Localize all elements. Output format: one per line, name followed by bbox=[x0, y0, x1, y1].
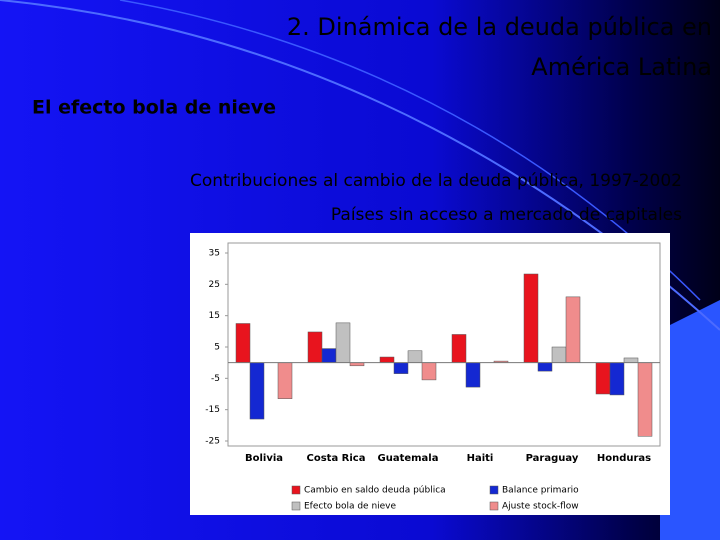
slide-subtitle: El efecto bola de nieve bbox=[32, 97, 276, 119]
bar bbox=[407, 350, 423, 363]
legend-swatch bbox=[291, 501, 301, 511]
legend-swatch bbox=[489, 501, 499, 511]
bar bbox=[465, 362, 481, 388]
y-tick-label: 35 bbox=[209, 249, 220, 259]
bar bbox=[421, 362, 437, 381]
plot-frame bbox=[227, 242, 661, 447]
x-tick-label: Guatemala bbox=[378, 453, 439, 464]
y-tick-label: 5 bbox=[214, 343, 220, 353]
bar bbox=[235, 323, 251, 363]
y-tick-label: -25 bbox=[205, 437, 220, 447]
bar bbox=[307, 331, 323, 363]
y-tick-label: -5 bbox=[211, 374, 220, 384]
x-tick-label: Bolivia bbox=[245, 453, 283, 464]
legend-label: Balance primario bbox=[502, 486, 579, 496]
bar bbox=[609, 362, 625, 396]
legend-label: Ajuste stock-flow bbox=[502, 502, 579, 512]
bar bbox=[451, 334, 467, 363]
bar bbox=[537, 362, 553, 372]
bar bbox=[551, 346, 567, 363]
x-tick-label: Costa Rica bbox=[307, 453, 366, 464]
x-tick-label: Haiti bbox=[467, 453, 494, 464]
y-tick-label: 25 bbox=[209, 280, 220, 290]
bar bbox=[335, 322, 351, 363]
legend-swatch bbox=[489, 485, 499, 495]
chart-title: Contribuciones al cambio de la deuda púb… bbox=[190, 171, 682, 191]
bar bbox=[595, 362, 611, 395]
bar bbox=[637, 362, 653, 437]
x-tick-label: Honduras bbox=[597, 453, 651, 464]
legend-swatch bbox=[291, 485, 301, 495]
legend-label: Cambio en saldo deuda pública bbox=[304, 486, 446, 496]
bar bbox=[379, 356, 395, 363]
legend-label: Efecto bola de nieve bbox=[304, 502, 397, 512]
y-tick-label: 15 bbox=[209, 311, 220, 321]
bar bbox=[393, 362, 409, 374]
chart-subtitle: Países sin acceso a mercado de capitales bbox=[331, 205, 682, 225]
bar bbox=[249, 362, 265, 420]
slide-title: América Latina bbox=[531, 53, 712, 81]
bar bbox=[623, 357, 639, 363]
slide-title: 2. Dinámica de la deuda pública en bbox=[287, 13, 712, 41]
bar bbox=[565, 296, 581, 363]
bar bbox=[321, 348, 337, 363]
decor bbox=[660, 300, 720, 540]
y-tick-label: -15 bbox=[205, 405, 220, 415]
bar bbox=[523, 273, 539, 363]
x-tick-label: Paraguay bbox=[526, 453, 579, 464]
bar bbox=[277, 362, 293, 399]
